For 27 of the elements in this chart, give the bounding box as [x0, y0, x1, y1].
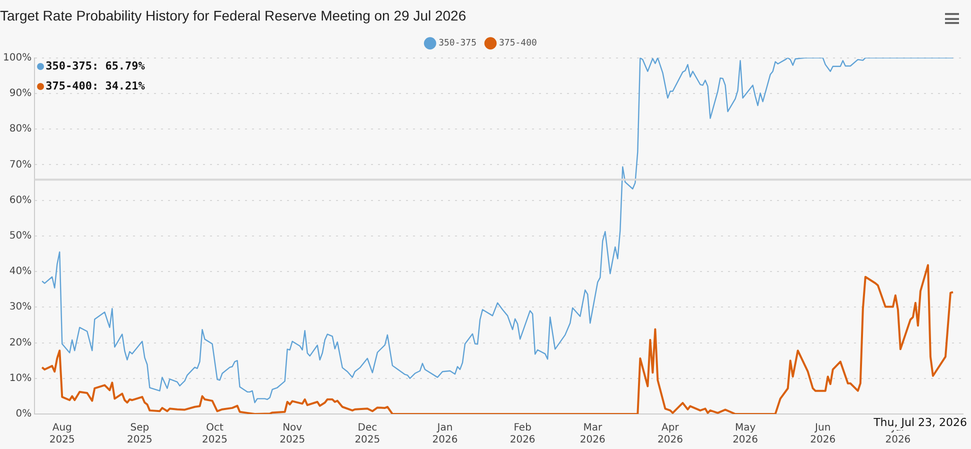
x-tick-label: Mar 2026 [580, 422, 606, 446]
annotation: 375-400: 34.21% [46, 80, 146, 93]
legend-label: 350-375 [438, 38, 477, 49]
x-tick-label: May 2026 [732, 422, 758, 446]
x-tick-label: Sep 2025 [126, 422, 152, 446]
y-tick-label: 10% [9, 372, 32, 384]
y-tick-label: 0% [16, 408, 32, 420]
y-tick-label: 100% [2, 52, 32, 64]
y-tick-label: 70% [9, 159, 32, 170]
annotation: 350-375: 65.79% [46, 60, 146, 73]
y-tick-label: 60% [9, 194, 32, 206]
x-tick-label: Jan 2026 [432, 422, 458, 446]
x-tick-label: Nov 2025 [280, 422, 306, 446]
chart-title: Target Rate Probability History for Federal Reserve Meeting on 29 Jul 2026 [0, 7, 466, 24]
y-tick-label: 80% [9, 124, 32, 135]
legend-label: 375-400 [499, 38, 537, 49]
x-tick-label: Jun 2026 [810, 422, 836, 446]
y-tick-label: 90% [9, 88, 32, 100]
x-tick-label: Aug 2025 [49, 422, 75, 446]
x-tick-label: Oct 2025 [202, 422, 228, 446]
x-tick-label: Dec 2025 [354, 422, 380, 446]
y-tick-label: 40% [9, 266, 32, 278]
y-tick-label: 30% [9, 302, 32, 313]
y-tick-label: 20% [9, 337, 32, 348]
x-tick-label: Feb 2026 [510, 422, 536, 446]
x-tick-label: Apr 2026 [657, 422, 683, 446]
y-tick-label: 50% [9, 230, 32, 242]
